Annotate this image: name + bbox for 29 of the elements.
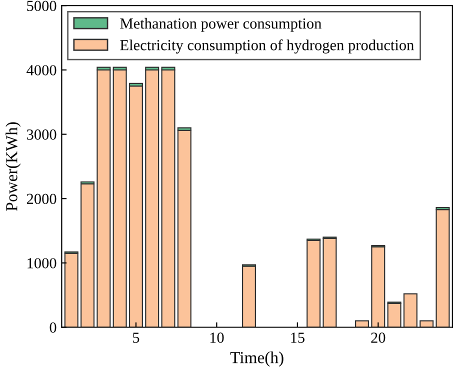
bar xyxy=(242,266,256,328)
y-tick-label: 2000 xyxy=(26,194,56,204)
bar xyxy=(371,246,386,328)
y-axis-title: Power(KWh) xyxy=(6,122,21,211)
x-tick-label: 15 xyxy=(291,332,304,343)
legend-label: Electricity consumption of hydrogen production xyxy=(120,39,414,54)
bar xyxy=(161,69,176,328)
x-tick-label: 5 xyxy=(133,332,140,343)
bar xyxy=(177,130,192,328)
bar xyxy=(96,69,111,328)
y-tick-label: 0 xyxy=(50,322,56,333)
bar xyxy=(145,69,160,328)
y-tick-label: 3000 xyxy=(27,129,56,140)
y-tick-label: 1000 xyxy=(28,258,56,268)
bar xyxy=(306,240,321,328)
y-tick-label: 4000 xyxy=(26,65,56,76)
bar xyxy=(436,208,450,328)
legend-label: Methanation power consumption xyxy=(120,18,322,32)
bar xyxy=(112,69,127,328)
y-tick-label: 5000 xyxy=(27,0,56,12)
bar xyxy=(322,238,337,328)
bar xyxy=(80,183,95,328)
bar xyxy=(128,85,143,328)
bar xyxy=(403,293,418,328)
x-axis-title: Time(h) xyxy=(230,352,284,367)
bar xyxy=(387,302,402,328)
x-tick-label: 10 xyxy=(210,332,224,343)
x-tick-label: 20 xyxy=(371,332,386,343)
bar xyxy=(64,252,78,328)
